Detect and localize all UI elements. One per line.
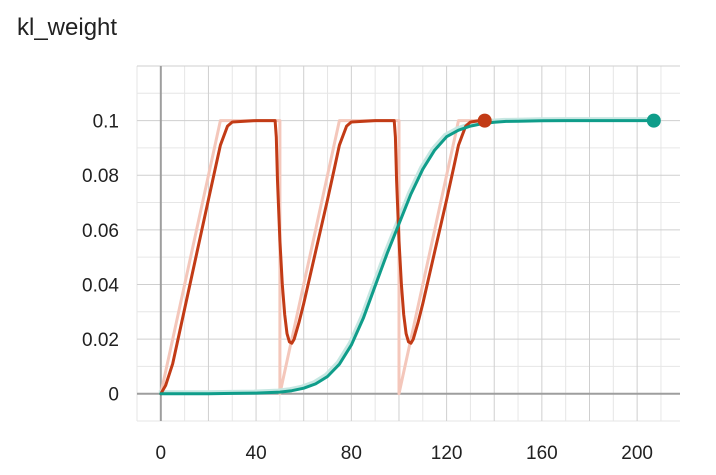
series-line [159,119,487,396]
tick-labels: 0 40 80 120 160 200 0 0.02 0.04 0.06 0.08 0.1 [82,112,653,464]
y-tick-label: 0.06 [82,221,119,242]
y-tick-label: 0.08 [82,166,119,187]
y-tick-label: 0.02 [82,330,119,351]
raw-series-line [158,117,652,394]
y-tick-label: 0 [108,385,119,406]
series-line [159,119,656,396]
series-end-marker [477,113,492,128]
x-tick-label: 40 [246,443,267,464]
chart-title: kl_weight [17,14,118,41]
x-tick-label: 200 [621,443,653,464]
x-tick-label: 160 [526,443,558,464]
y-tick-label: 0.1 [93,112,119,133]
x-tick-label: 0 [156,443,167,464]
series-end-markers [477,113,661,128]
x-tick-label: 120 [431,443,463,464]
series-end-marker [646,113,661,128]
smoothed-series-lines [159,119,656,396]
y-tick-label: 0.04 [82,275,119,296]
x-tick-label: 80 [341,443,362,464]
